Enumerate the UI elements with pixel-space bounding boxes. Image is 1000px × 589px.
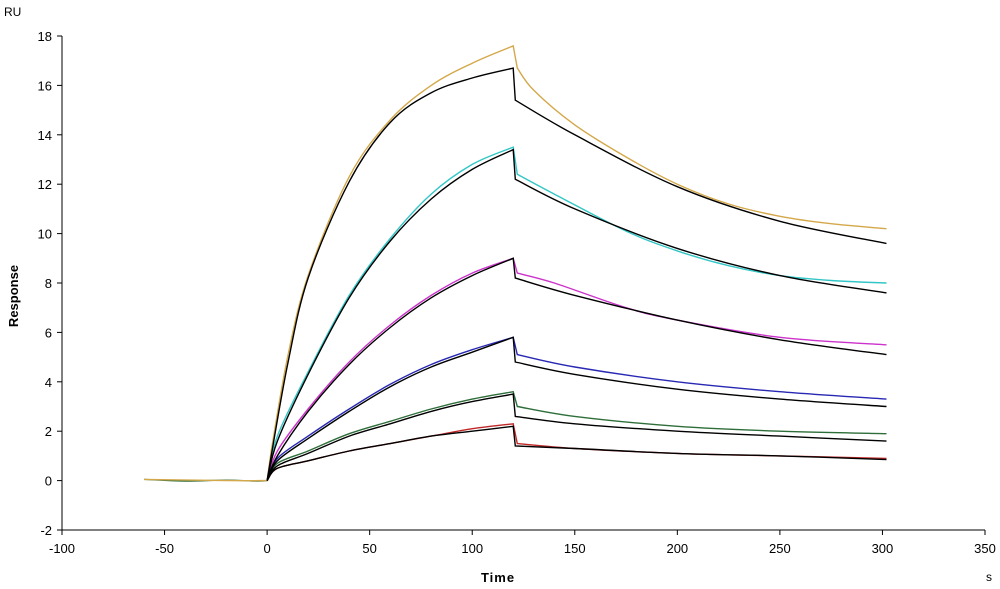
measured-curve-2	[266, 146, 887, 481]
x-tick-label: 250	[769, 541, 791, 556]
ticks: -100 -50 0 50 100 150 200 250 300 350 -2 0 2 4 6 8 10 12 1…	[38, 29, 996, 556]
x-tick-label: 150	[564, 541, 586, 556]
y-tick-label: 8	[45, 276, 52, 291]
x-tick-label: 300	[872, 541, 894, 556]
y-tick-label: 4	[45, 375, 52, 390]
fit-curve-4	[266, 336, 887, 481]
y-tick-label: 14	[38, 128, 52, 143]
y-tick-label: -2	[40, 523, 52, 538]
y-tick-label: 16	[38, 78, 52, 93]
y-tick-label: 0	[45, 474, 52, 489]
y-axis-title: Response	[6, 265, 21, 327]
fit-curve-2	[266, 148, 887, 481]
fit-curve-3	[266, 257, 887, 481]
measured-curve-1	[143, 44, 887, 482]
x-tick-label: 100	[461, 541, 483, 556]
x-tick-label: -50	[155, 541, 174, 556]
axes	[61, 36, 985, 531]
measured-curve-5	[266, 390, 887, 481]
x-tick-label: -100	[49, 541, 75, 556]
y-unit-label: RU	[4, 5, 21, 19]
x-axis-title: Time	[481, 570, 515, 585]
y-tick-label: 6	[45, 325, 52, 340]
y-tick-label: 10	[38, 227, 52, 242]
x-tick-label: 50	[362, 541, 376, 556]
x-tick-label: 350	[974, 541, 996, 556]
measured-curve-4	[266, 336, 887, 481]
fit-curve-1	[266, 67, 887, 481]
fit-curve-5	[266, 393, 887, 481]
fit-curve-6	[266, 425, 887, 482]
y-tick-label: 18	[38, 29, 52, 44]
y-tick-label: 12	[38, 177, 52, 192]
series-group	[143, 44, 887, 482]
y-tick-label: 2	[45, 424, 52, 439]
x-unit-label: s	[986, 570, 992, 584]
x-tick-label: 0	[263, 541, 270, 556]
measured-curve-3	[266, 257, 887, 481]
x-tick-label: 200	[666, 541, 688, 556]
